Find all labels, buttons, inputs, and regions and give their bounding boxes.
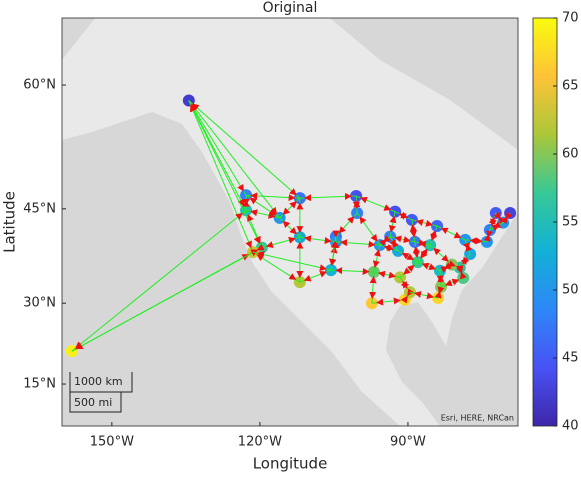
y-tick-label: 15°N — [23, 377, 56, 392]
edge — [279, 197, 301, 219]
plot-border — [61, 17, 519, 427]
colorbar-tick-label: 40 — [562, 419, 579, 434]
edge — [440, 277, 464, 288]
edge — [355, 195, 396, 213]
edge — [299, 192, 357, 202]
y-axis-label: Latitude — [1, 191, 19, 253]
edge — [500, 211, 513, 225]
edge — [352, 195, 361, 214]
colorbar-tick-label: 55 — [562, 215, 579, 230]
edge — [369, 271, 377, 304]
edge — [399, 261, 419, 278]
edge — [371, 297, 406, 306]
edge — [379, 235, 391, 247]
scale-bar: 1000 km 500 mi — [69, 372, 133, 413]
edge — [465, 237, 487, 245]
edge — [483, 229, 494, 242]
edge — [397, 250, 419, 263]
edge — [409, 291, 439, 300]
edge — [390, 235, 415, 243]
x-tick-label: 90°W — [390, 435, 426, 450]
edge — [429, 225, 438, 246]
x-tick-label: 120°W — [238, 435, 282, 450]
y-tick-label: 45°N — [23, 201, 56, 216]
edge — [489, 221, 504, 232]
edge — [417, 244, 431, 263]
edge — [394, 211, 413, 221]
edge — [356, 212, 381, 246]
edge — [388, 211, 397, 237]
edge — [71, 209, 247, 352]
edge — [414, 239, 431, 248]
x-axis-label: Longitude — [253, 455, 328, 473]
edge — [372, 244, 381, 273]
edge — [436, 270, 445, 287]
edge — [434, 286, 445, 299]
edge — [412, 241, 420, 263]
edge — [417, 261, 441, 272]
x-tick-label: 150°W — [90, 435, 134, 450]
edge — [252, 251, 332, 272]
edge — [245, 209, 280, 219]
attribution: Esri, HERE, NRCan — [441, 414, 514, 423]
edge — [436, 225, 466, 241]
colorbar-tick-label: 70 — [562, 11, 579, 26]
edge — [250, 243, 265, 256]
y-tick-label: 60°N — [23, 78, 56, 93]
scale-km: 1000 km — [74, 375, 123, 388]
edge — [245, 210, 263, 248]
colorbar-tick-label: 65 — [562, 79, 579, 94]
chart-title: Original — [263, 0, 318, 16]
edge — [330, 267, 374, 275]
edge — [400, 288, 415, 304]
edge — [335, 239, 380, 248]
edge — [379, 244, 399, 252]
y-tick-label: 30°N — [23, 296, 56, 311]
edge — [373, 270, 401, 279]
edge — [246, 192, 300, 202]
edge — [299, 269, 332, 283]
edge — [463, 239, 473, 255]
edge — [329, 236, 338, 271]
colorbar-tick-label: 60 — [562, 147, 579, 162]
edge — [448, 260, 464, 272]
edge — [411, 219, 438, 227]
edge — [389, 236, 399, 252]
colorbar-tick-label: 50 — [562, 283, 579, 298]
edge — [279, 217, 301, 238]
scale-mi: 500 mi — [74, 396, 112, 409]
edge — [409, 219, 417, 242]
edge — [335, 212, 358, 237]
colorbar-tick-label: 45 — [562, 351, 579, 366]
edge — [261, 236, 301, 249]
